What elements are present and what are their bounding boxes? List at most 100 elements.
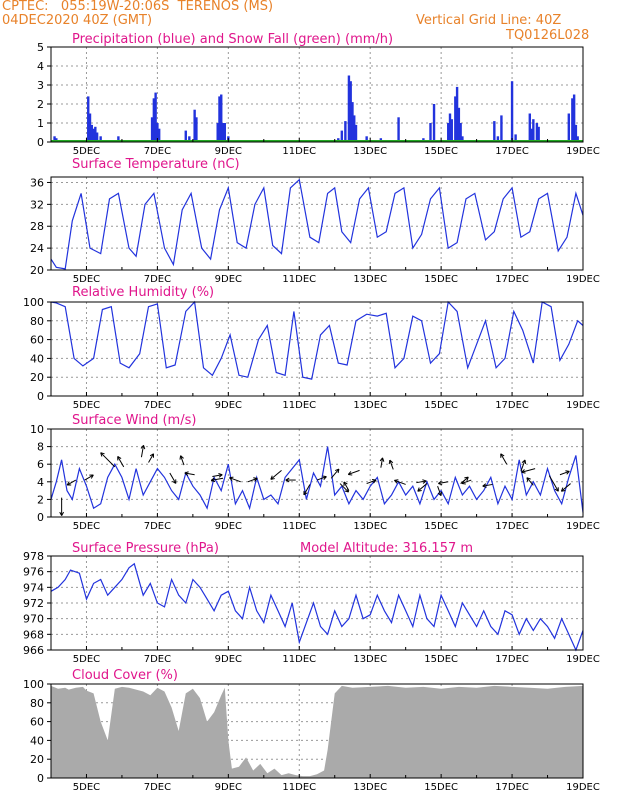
wind-arrow [437, 486, 442, 496]
wind-arrow-head [229, 476, 234, 479]
panel-2: Relative Humidity (%) 0 20 40 60 80 100 5DEC 7DE… [23, 285, 600, 411]
wind-arrow-head [394, 480, 398, 484]
precip-bar [154, 92, 157, 142]
wind-arrow-head [466, 476, 469, 482]
x-tick-label: 19DEC [566, 146, 600, 157]
precip-bar [95, 132, 99, 142]
y-tick-label: 32 [30, 198, 44, 211]
precip-bar [572, 94, 576, 142]
wind-arrow-head [344, 490, 349, 493]
precip-bar [152, 98, 156, 142]
precip-bar [455, 86, 459, 142]
wind-arrow-head [180, 455, 184, 459]
precip-bar [351, 102, 354, 142]
y-tick-label: 24 [30, 242, 44, 255]
y-tick-label: 4 [37, 60, 44, 73]
y-tick-label: 20 [30, 264, 44, 277]
panel-0: Precipitation (blue) and Snow Fall (gree… [37, 32, 600, 157]
wind-arrow [500, 453, 508, 465]
precip-bar [571, 98, 574, 142]
wind-arrow-head [526, 477, 529, 482]
wind-arrow-head [461, 480, 465, 484]
wind-arrow [460, 476, 469, 484]
precip-bar [156, 123, 159, 142]
wind-arrow-head [323, 476, 327, 480]
y-tick-label: 40 [30, 352, 44, 365]
precip-bar [92, 128, 95, 142]
x-tick-label: 17DEC [495, 274, 529, 285]
wind-arrow [417, 483, 428, 492]
x-tick-label: 9DEC [215, 146, 242, 157]
x-tick-label: 5DEC [73, 654, 100, 665]
precip-bar [94, 126, 97, 142]
precip-bar [528, 113, 531, 142]
precip-bar [184, 130, 187, 142]
wind-arrow [84, 474, 94, 481]
x-tick-label: 15DEC [424, 521, 458, 532]
wind-arrow [100, 452, 116, 468]
x-tick-label: 15DEC [424, 654, 458, 665]
wind-arrow-head [270, 475, 273, 480]
wind-arrow-head [140, 445, 144, 449]
x-tick-label: 15DEC [424, 782, 458, 793]
y-tick-label: 80 [30, 315, 44, 328]
wind-arrow-head [482, 483, 487, 487]
wind-arrow-head [343, 481, 348, 485]
series-line [50, 300, 584, 380]
x-tick-label: 9DEC [215, 521, 242, 532]
x-tick-label: 9DEC [215, 654, 242, 665]
wind-arrow-head [303, 492, 308, 496]
wind-arrow-head [253, 477, 258, 479]
wind-arrow [348, 469, 360, 475]
wind-arrow [548, 475, 559, 492]
x-tick-label: 11DEC [282, 521, 316, 532]
wind-arrow [148, 453, 154, 463]
x-tick-label: 11DEC [282, 654, 316, 665]
wind-arrow-head [382, 457, 385, 462]
wind-arrow-head [254, 478, 258, 482]
wind-arrow-head [347, 471, 352, 475]
precip-bar [150, 117, 154, 142]
x-tick-label: 9DEC [215, 400, 242, 411]
wind-arrow-head [322, 475, 327, 478]
precip-bar [223, 123, 226, 142]
x-tick-label: 5DEC [73, 400, 100, 411]
x-tick-label: 5DEC [73, 782, 100, 793]
series-line [50, 446, 584, 513]
wind-arrow-head [100, 452, 105, 455]
x-tick-label: 9DEC [215, 274, 242, 285]
precip-bar [574, 124, 578, 142]
precip-bar [218, 96, 221, 142]
panel-4: Surface Pressure (hPa) Model Altitude: 31… [23, 541, 600, 665]
x-tick-label: 7DEC [144, 146, 171, 157]
precip-bar [454, 96, 457, 142]
wind-arrow-head [422, 480, 427, 484]
x-tick-label: 19DEC [566, 400, 600, 411]
precip-bar [567, 113, 571, 142]
panel-annotation: Model Altitude: 316.157 m [300, 541, 473, 556]
precip-bar [397, 117, 400, 142]
wind-arrow [559, 470, 570, 476]
y-tick-label: 968 [23, 628, 44, 641]
wind-arrow [389, 459, 394, 470]
precip-bar [514, 134, 517, 142]
x-tick-label: 13DEC [353, 782, 387, 793]
header-date: 04DEC2020 40Z (GMT) [2, 13, 153, 28]
precip-bar [117, 136, 120, 142]
x-tick-label: 5DEC [73, 274, 100, 285]
wind-arrow-head [566, 471, 570, 475]
precip-bar [493, 121, 496, 142]
wind-arrow [303, 484, 311, 496]
wind-arrow [212, 474, 223, 478]
precip-bar [429, 123, 432, 142]
wind-arrow-head [565, 470, 570, 472]
wind-arrow-head [389, 459, 394, 464]
wind-arrow [229, 477, 241, 483]
y-tick-label: 2 [37, 98, 44, 111]
wind-arrow-head [270, 478, 275, 480]
wind-arrow-head [61, 511, 64, 516]
wind-arrow-head [372, 479, 377, 481]
y-tick-label: 1 [37, 117, 44, 130]
wind-arrow [169, 472, 177, 484]
panel-frame [50, 176, 584, 271]
